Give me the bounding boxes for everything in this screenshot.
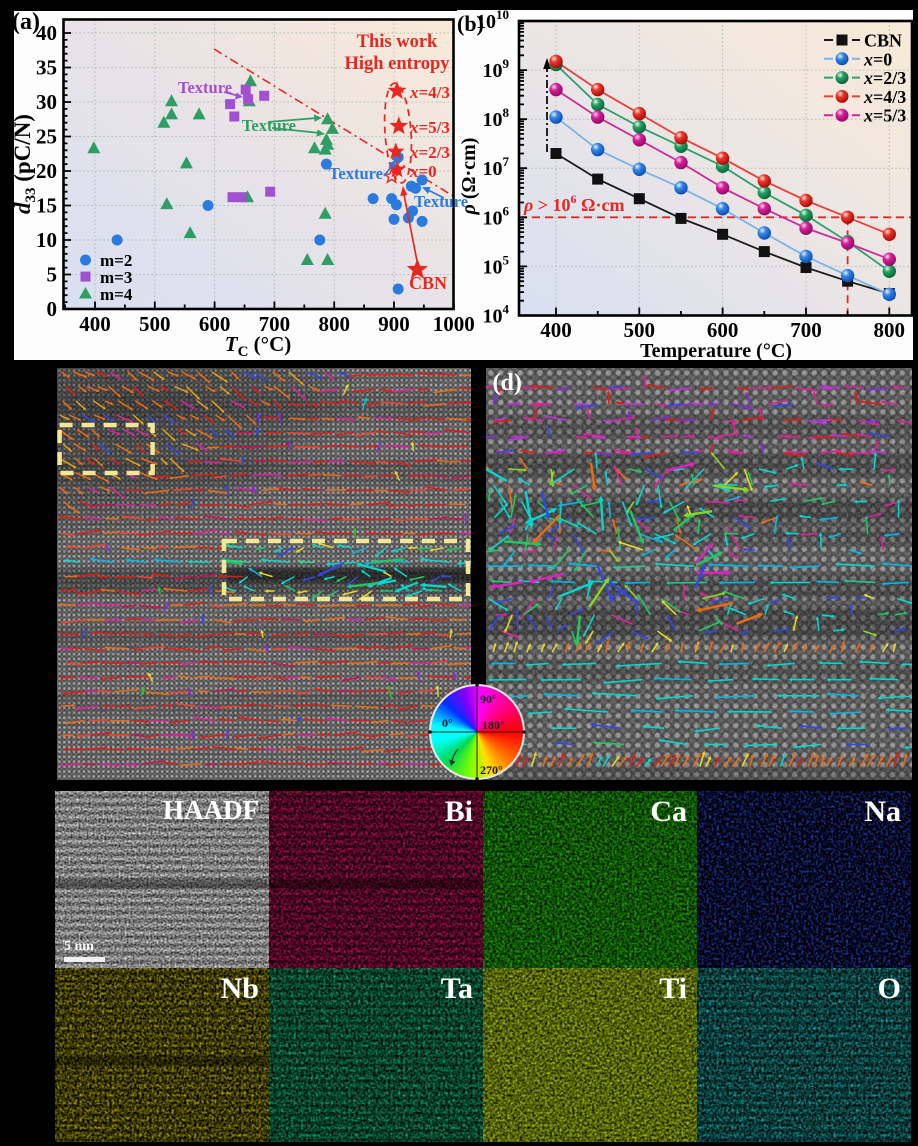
svg-text:1000: 1000 <box>433 312 475 336</box>
svg-text:ρ > 106 Ω·cm: ρ > 106 Ω·cm <box>523 192 624 215</box>
svg-text:Texture: Texture <box>178 78 232 97</box>
svg-text:x=0: x=0 <box>409 162 437 181</box>
svg-text:x=4/3: x=4/3 <box>409 83 450 102</box>
svg-text:m=3: m=3 <box>100 268 132 287</box>
svg-text:700: 700 <box>790 318 822 342</box>
svg-text:CBN: CBN <box>864 31 902 51</box>
svg-text:1010: 1010 <box>476 7 509 33</box>
svg-text:x=5/3: x=5/3 <box>863 106 906 126</box>
svg-text:x=5/3: x=5/3 <box>409 118 450 137</box>
svg-text:Temperature (°C): Temperature (°C) <box>640 340 792 362</box>
svg-text:High entropy: High entropy <box>344 54 450 74</box>
svg-text:d33 (pC/N): d33 (pC/N) <box>10 114 39 214</box>
svg-text:900: 900 <box>378 312 410 336</box>
svg-text:90°: 90° <box>480 692 497 706</box>
svg-text:x=2/3: x=2/3 <box>409 143 450 162</box>
svg-text:500: 500 <box>139 312 171 336</box>
svg-text:30: 30 <box>36 90 57 114</box>
svg-text:800: 800 <box>318 312 350 336</box>
svg-text:15: 15 <box>36 194 57 218</box>
svg-text:x=2/3: x=2/3 <box>863 68 906 88</box>
svg-text:ρ (Ω·cm): ρ (Ω·cm) <box>458 138 480 216</box>
svg-text:270°: 270° <box>480 763 503 777</box>
svg-text:400: 400 <box>540 318 572 342</box>
svg-text:600: 600 <box>199 312 231 336</box>
svg-text:0°: 0° <box>442 716 453 730</box>
svg-text:Texture: Texture <box>329 164 383 183</box>
svg-text:40: 40 <box>36 21 57 45</box>
svg-text:20: 20 <box>36 159 57 183</box>
svg-text:Texture: Texture <box>242 116 296 135</box>
svg-text:400: 400 <box>79 312 111 336</box>
svg-text:10: 10 <box>36 228 57 252</box>
svg-text:800: 800 <box>874 318 906 342</box>
svg-text:600: 600 <box>707 318 739 342</box>
svg-text:180°: 180° <box>482 718 505 732</box>
svg-text:500: 500 <box>624 318 656 342</box>
svg-text:(a): (a) <box>12 9 40 35</box>
svg-text:m=2: m=2 <box>100 251 132 270</box>
svg-text:0: 0 <box>47 297 58 321</box>
svg-text:CBN: CBN <box>409 273 447 293</box>
svg-text:(b): (b) <box>457 11 484 36</box>
svg-text:35: 35 <box>36 56 57 80</box>
svg-text:TC (°C): TC (°C) <box>225 332 291 360</box>
svg-text:x=4/3: x=4/3 <box>863 87 906 107</box>
svg-text:x=0: x=0 <box>863 49 892 69</box>
svg-text:5: 5 <box>47 263 58 287</box>
svg-text:700: 700 <box>259 312 291 336</box>
svg-text:25: 25 <box>36 125 57 149</box>
svg-text:Texture: Texture <box>414 192 468 211</box>
svg-text:m=4: m=4 <box>100 285 133 304</box>
svg-text:This work: This work <box>357 32 438 52</box>
